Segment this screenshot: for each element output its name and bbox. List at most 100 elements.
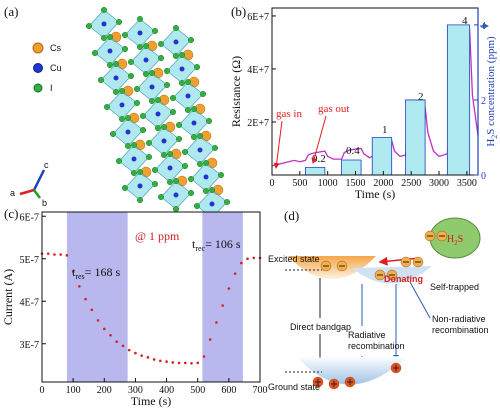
axis-letter: b [42, 198, 47, 208]
area [272, 24, 478, 175]
axis-arrow [33, 189, 41, 199]
atom-i [157, 41, 164, 48]
x-tick-label: 3000 [429, 178, 449, 189]
annotation: tres= 168 s [72, 265, 120, 281]
atom-i [211, 144, 218, 151]
atom-i [109, 130, 116, 137]
panel-label: (c) [4, 206, 18, 221]
x-tick-label: 0 [270, 178, 275, 189]
shaded-region [202, 212, 243, 382]
atom-cu [161, 138, 167, 144]
atom-cu [137, 30, 143, 36]
plot-frame [41, 211, 261, 383]
charges [312, 230, 448, 390]
atom-i [127, 72, 134, 79]
y-tick-label: 6E+7 [247, 12, 269, 23]
atom-i [199, 90, 206, 97]
atom-i [175, 135, 182, 142]
atom-i [187, 189, 194, 196]
charge-sign [347, 379, 353, 385]
legend-label: Cs [50, 43, 61, 53]
atom-i [157, 193, 164, 200]
y-tick-label: 4E-7 [20, 297, 39, 308]
atom-i [196, 132, 203, 139]
atom-i [148, 69, 155, 76]
atom-i [136, 196, 143, 203]
legend-marker [32, 42, 44, 54]
atom-i [184, 78, 191, 85]
diagram-label: Donating [384, 274, 423, 284]
axis-arrow [19, 188, 35, 196]
atom-cu [137, 183, 143, 189]
x-tick-label: 700 [253, 385, 268, 396]
atom-i [121, 46, 128, 53]
point [208, 338, 212, 341]
y2-tick-label: 2 [481, 96, 486, 107]
atom-cu [149, 84, 155, 90]
crystal-structure [85, 6, 230, 221]
point [78, 285, 81, 288]
y-tick-label: 6E-7 [20, 212, 39, 223]
charge-sign [393, 365, 399, 371]
annotation: 4 [462, 15, 468, 27]
point [102, 327, 106, 331]
atom-i [193, 202, 200, 209]
atom-i [118, 87, 125, 94]
point [246, 257, 249, 261]
leader-line [409, 281, 431, 319]
atom-i [127, 59, 134, 66]
y-tick-label: 3E-7 [20, 340, 39, 351]
atom-i [151, 166, 158, 173]
excited-band [288, 256, 376, 279]
point [53, 253, 56, 256]
atom-cu [107, 48, 113, 54]
point [46, 252, 50, 255]
x-tick-label: 600 [221, 385, 236, 396]
point [96, 319, 100, 322]
x-tick-label: 500 [190, 385, 205, 396]
atom-i [139, 112, 146, 119]
x-tick-label: 1000 [318, 178, 338, 189]
point [221, 304, 224, 307]
atom-i [154, 96, 161, 103]
atom-i [178, 52, 185, 59]
atom-i [112, 61, 119, 68]
diagram-label: Radiative [348, 330, 386, 340]
point [190, 362, 193, 365]
atom-i [106, 62, 113, 69]
atom-cu [113, 75, 119, 81]
legend-marker [33, 83, 43, 93]
atom-cu [173, 192, 179, 198]
atom-i [187, 175, 194, 182]
point [115, 340, 119, 343]
ground-band [298, 356, 408, 385]
donate-arrow [378, 256, 421, 266]
atom-i [97, 76, 104, 83]
x-tick-label: 500 [292, 178, 307, 189]
charge-sign [331, 381, 337, 387]
atom-i [121, 32, 128, 39]
point [146, 356, 150, 359]
atom-i [100, 35, 107, 42]
atom-cu [179, 66, 185, 72]
axis-arrow [32, 169, 46, 191]
annotation: gas in [276, 108, 302, 120]
atom-cu [101, 21, 107, 27]
atom-i [136, 16, 143, 23]
atom-i [151, 28, 158, 35]
y-tick-label: 5E-7 [20, 255, 39, 266]
legend-label: I [50, 83, 53, 93]
atom-i [184, 106, 191, 113]
x-axis-label: Time (s) [131, 394, 172, 408]
charge-sign [315, 379, 321, 385]
diagram-label: Non-radiative [432, 314, 486, 324]
atom-i [208, 186, 215, 193]
point [165, 360, 168, 363]
y2-axis-label: H2S concentration (ppm) [485, 36, 499, 147]
atom-cu [191, 120, 197, 126]
y-axis-label: Resistance (Ω) [229, 56, 243, 127]
point [159, 359, 162, 363]
atom-i [181, 148, 188, 155]
atom-i [178, 79, 185, 86]
